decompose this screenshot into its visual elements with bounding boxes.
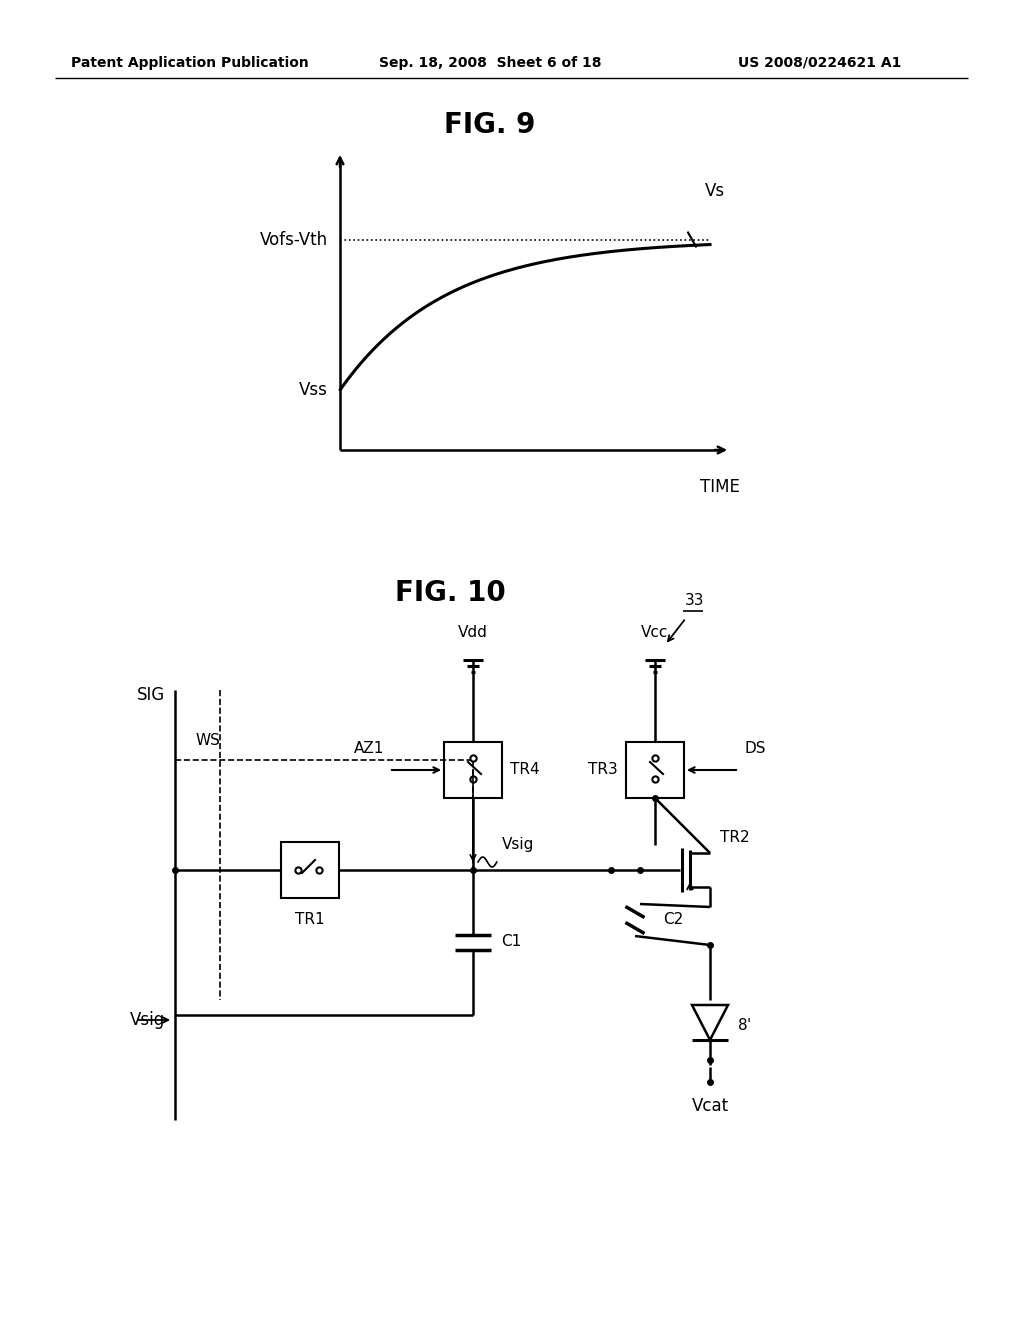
Text: Patent Application Publication: Patent Application Publication <box>71 55 309 70</box>
Bar <box>626 742 684 799</box>
Text: AZ1: AZ1 <box>353 741 384 756</box>
Text: US 2008/0224621 A1: US 2008/0224621 A1 <box>738 55 902 70</box>
Text: Vofs-Vth: Vofs-Vth <box>260 231 328 249</box>
Text: ': ' <box>746 1018 751 1032</box>
Text: Vdd: Vdd <box>458 624 488 640</box>
Text: SIG: SIG <box>137 686 165 704</box>
Text: Vcc: Vcc <box>641 624 669 640</box>
Text: WS: WS <box>195 733 220 748</box>
Text: Vs: Vs <box>705 182 725 199</box>
Text: Vcat: Vcat <box>691 1097 728 1115</box>
Text: Sep. 18, 2008  Sheet 6 of 18: Sep. 18, 2008 Sheet 6 of 18 <box>379 55 601 70</box>
Bar <box>444 742 502 799</box>
Text: C1: C1 <box>501 935 521 949</box>
Text: Vss: Vss <box>299 381 328 399</box>
Text: TR2: TR2 <box>720 830 750 845</box>
Text: 33: 33 <box>685 593 705 609</box>
Text: TR4: TR4 <box>510 763 540 777</box>
Bar <box>281 842 339 898</box>
Text: TIME: TIME <box>700 478 740 496</box>
Text: C2: C2 <box>663 912 683 928</box>
Text: TR1: TR1 <box>295 912 325 927</box>
Text: FIG. 10: FIG. 10 <box>394 579 506 607</box>
Text: Vsig: Vsig <box>502 837 535 851</box>
Text: FIG. 9: FIG. 9 <box>444 111 536 139</box>
Text: 8: 8 <box>738 1018 748 1032</box>
Text: Vsig: Vsig <box>130 1011 165 1030</box>
Text: DS: DS <box>744 741 766 756</box>
Text: TR3: TR3 <box>588 763 618 777</box>
